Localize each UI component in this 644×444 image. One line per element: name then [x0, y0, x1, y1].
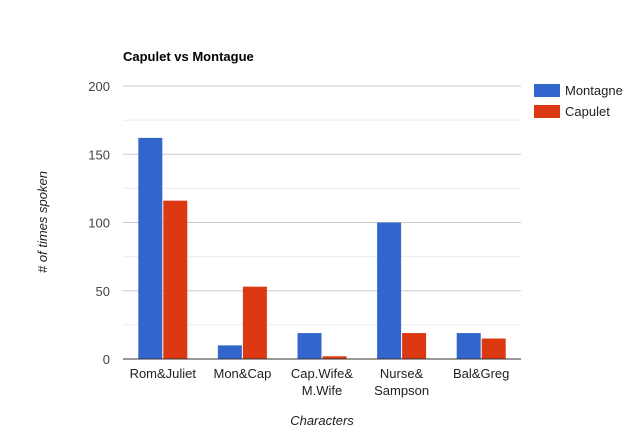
- bar-capulet-2: [322, 356, 347, 359]
- legend-swatch-capulet: [534, 105, 560, 118]
- x-tick-label: Mon&Cap: [213, 366, 271, 381]
- y-axis-ticks: 0 50 100 150 200: [88, 79, 110, 367]
- y-tick-label: 50: [96, 284, 110, 299]
- bars: [138, 137, 506, 359]
- y-tick-label: 150: [88, 147, 110, 162]
- bar-montagne-0: [138, 137, 163, 359]
- y-tick-label: 200: [88, 79, 110, 94]
- legend-label-capulet: Capulet: [565, 104, 610, 119]
- legend-label-montagne: Montagne: [565, 83, 623, 98]
- bar-montagne-4: [456, 333, 481, 359]
- x-axis-label: Characters: [290, 413, 354, 428]
- x-tick-label: Cap.Wife& M.Wife: [291, 366, 353, 398]
- y-axis-label: # of times spoken: [35, 171, 50, 273]
- bar-montagne-3: [377, 222, 402, 359]
- y-tick-label: 100: [88, 216, 110, 231]
- bar-montagne-1: [217, 345, 242, 359]
- y-tick-label: 0: [103, 352, 110, 367]
- gridlines: [123, 85, 521, 326]
- x-tick-label: Nurse& Sampson: [374, 366, 429, 398]
- bar-capulet-3: [402, 333, 427, 359]
- bar-montagne-2: [297, 333, 322, 359]
- legend-swatch-montagne: [534, 84, 560, 97]
- bar-capulet-0: [163, 200, 188, 359]
- chart-title: Capulet vs Montague: [123, 49, 254, 64]
- x-tick-label: Rom&Juliet: [130, 366, 197, 381]
- bar-capulet-4: [481, 338, 506, 359]
- x-axis-ticks: Rom&Juliet Mon&Cap Cap.Wife& M.Wife Nurse& Sa…: [130, 366, 510, 398]
- bar-capulet-1: [242, 286, 267, 359]
- x-tick-label: Bal&Greg: [453, 366, 509, 381]
- legend: Montagne Capulet: [534, 83, 623, 119]
